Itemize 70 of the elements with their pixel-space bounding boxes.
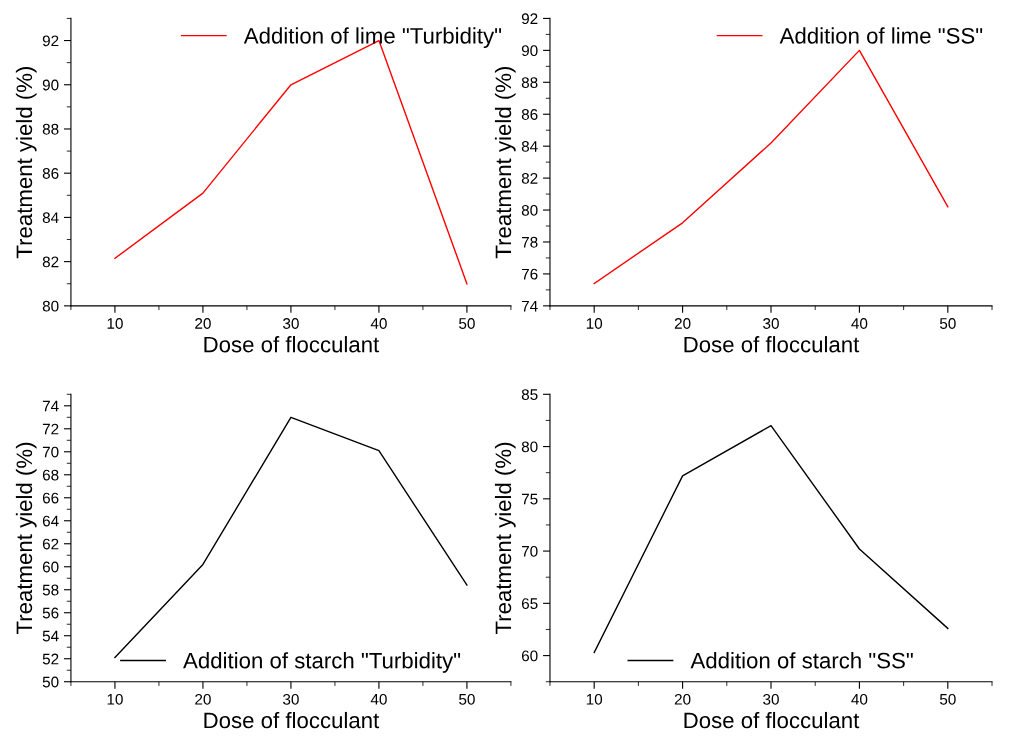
y-tick-label: 65 [521,598,538,610]
x-tick-label: 50 [459,693,475,705]
y-tick-label: 58 [42,584,59,596]
y-tick-label: 54 [42,630,59,642]
y-tick-label: 64 [42,515,59,527]
y-tick-label: 76 [521,268,538,280]
x-axis-title: Dose of flocculant [204,711,380,729]
x-tick-label: 30 [283,318,299,329]
x-tick-label: 40 [370,318,387,329]
y-axis-title: Treatment yield (%) [15,442,37,635]
y-tick-label: 92 [521,13,538,25]
y-tick-label: 72 [42,423,59,435]
y-tick-label: 85 [521,389,538,400]
y-axis-title: Treatment yield (%) [494,442,516,635]
x-tick-label: 20 [674,693,691,705]
y-tick-label: 80 [521,441,538,453]
y-tick-label: 74 [42,400,59,412]
x-tick-label: 20 [195,693,211,705]
y-axis-title: Treatment yield (%) [15,66,37,259]
x-tick-label: 50 [459,318,475,329]
y-tick-label: 88 [521,77,538,88]
y-tick-label: 60 [42,561,59,573]
y-tick-label: 84 [42,212,59,224]
x-tick-label: 30 [763,693,779,705]
legend-label: Addition of starch "Turbidity" [183,652,461,673]
y-tick-label: 50 [42,676,59,688]
x-axis-title: Dose of flocculant [204,336,380,353]
y-tick-label: 68 [42,469,59,481]
x-tick-label: 20 [195,318,211,329]
legend-label: Addition of lime "SS" [779,27,983,44]
x-tick-label: 10 [107,693,123,705]
y-tick-label: 78 [521,236,538,248]
y-axis-title: Treatment yield (%) [494,66,516,259]
y-tick-label: 66 [42,492,59,504]
x-tick-label: 40 [851,318,868,329]
y-tick-label: 80 [521,204,538,216]
y-tick-label: 90 [521,45,538,57]
x-tick-label: 10 [586,318,603,329]
y-tick-label: 84 [521,141,538,152]
y-tick-label: 74 [521,300,538,312]
x-tick-label: 50 [939,318,956,329]
y-tick-label: 80 [42,300,59,312]
x-tick-label: 40 [370,693,387,705]
y-tick-label: 60 [521,650,538,662]
legend-label: Addition of starch "SS" [690,652,913,669]
x-axis-title: Dose of flocculant [684,711,860,729]
y-tick-label: 86 [521,109,538,120]
x-tick-label: 30 [763,318,779,329]
x-tick-label: 40 [851,693,868,705]
y-tick-label: 90 [42,79,59,91]
y-tick-label: 70 [521,545,538,557]
line-series [593,49,949,285]
y-tick-label: 70 [42,446,59,458]
y-tick-label: 82 [521,172,538,184]
y-tick-label: 82 [42,256,59,268]
x-axis-title: Dose of flocculant [684,336,860,353]
y-tick-label: 92 [42,35,59,47]
legend-label: Addition of lime "Turbidity" [243,27,502,49]
y-tick-label: 62 [42,538,59,550]
y-tick-label: 75 [521,493,538,505]
x-tick-label: 10 [586,693,603,705]
y-tick-label: 88 [42,123,59,135]
x-tick-label: 20 [674,318,691,329]
line-series [593,424,949,654]
y-tick-label: 52 [42,653,59,665]
y-tick-label: 86 [42,168,59,179]
x-tick-label: 50 [939,693,956,705]
x-tick-label: 30 [283,693,299,705]
x-tick-label: 10 [107,318,123,329]
y-tick-label: 56 [42,607,59,619]
